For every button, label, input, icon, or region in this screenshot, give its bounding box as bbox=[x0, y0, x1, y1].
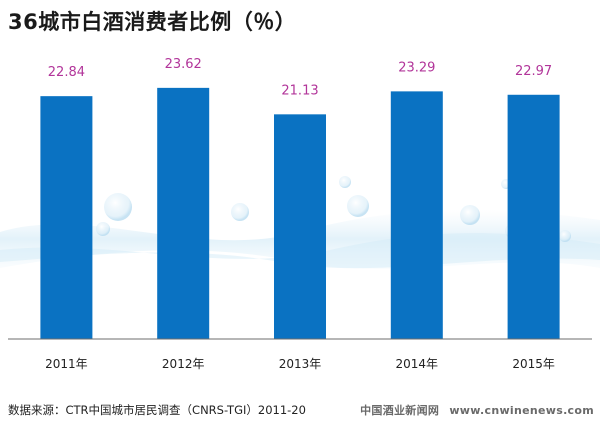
watermark: 中国酒业新闻网 www.cnwinenews.com bbox=[354, 402, 594, 418]
watermark-url: www.cnwinenews.com bbox=[449, 404, 594, 417]
data-label-2: 23.62 bbox=[165, 57, 202, 72]
x-tick-label-2: 2012年 bbox=[162, 357, 205, 371]
watermark-site-name: 中国酒业新闻网 bbox=[360, 404, 440, 417]
data-label-1: 22.84 bbox=[48, 65, 85, 80]
x-tick-label-5: 2015年 bbox=[512, 357, 555, 371]
chart-title: 36城市白酒消费者比例（％） bbox=[8, 10, 297, 34]
source-note: 数据来源：CTR中国城市居民调查（CNRS-TGI）2011-20 bbox=[8, 403, 306, 417]
x-tick-label-4: 2014年 bbox=[396, 357, 439, 371]
bar-4 bbox=[390, 91, 443, 339]
bar-1 bbox=[40, 96, 93, 339]
data-label-3: 21.13 bbox=[281, 83, 318, 98]
x-tick-label-3: 2013年 bbox=[279, 357, 322, 371]
bar-3 bbox=[274, 114, 326, 339]
bar-5 bbox=[507, 94, 560, 339]
x-tick-label-1: 2011年 bbox=[45, 357, 88, 371]
bar-2 bbox=[157, 87, 210, 339]
data-label-5: 22.97 bbox=[515, 64, 552, 79]
data-label-4: 23.29 bbox=[398, 60, 435, 75]
